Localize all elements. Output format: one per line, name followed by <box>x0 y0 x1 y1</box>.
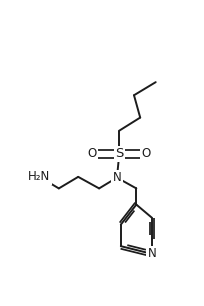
Text: O: O <box>142 147 151 160</box>
Text: H₂N: H₂N <box>28 170 51 183</box>
Text: S: S <box>115 147 123 160</box>
Text: N: N <box>113 171 121 184</box>
Text: O: O <box>88 147 97 160</box>
Text: N: N <box>147 247 156 260</box>
